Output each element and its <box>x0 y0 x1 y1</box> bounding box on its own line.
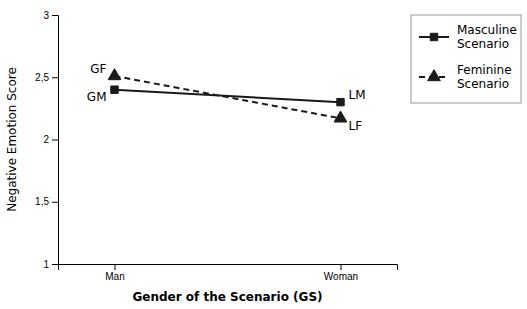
tick: 2 <box>43 134 58 145</box>
tick: Woman <box>324 264 358 282</box>
series-line <box>115 90 341 102</box>
point <box>108 69 121 80</box>
tick-mark <box>52 15 58 16</box>
tick: 1,5 <box>35 196 58 207</box>
annotation: GM <box>87 90 107 104</box>
point <box>111 86 118 93</box>
tick-label: 2 <box>43 134 49 145</box>
x-axis: Man Woman <box>59 264 398 282</box>
legend-item: FeminineScenario <box>419 63 512 91</box>
point <box>337 98 344 105</box>
legend-label: MasculineScenario <box>457 23 517 51</box>
legend-frame <box>411 15 521 103</box>
tick: Man <box>105 264 124 282</box>
legend-marker <box>430 33 437 40</box>
tick-mark <box>115 264 116 270</box>
tick: 3 <box>43 10 58 21</box>
chart: 1 1,5 2 2,5 3 Man Woman GF GM LM LF Negative Emotio… <box>0 0 527 309</box>
legend-item: MasculineScenario <box>419 23 517 51</box>
tick-mark <box>52 264 58 265</box>
x-axis-title: Gender of the Scenario (GS) <box>132 290 322 304</box>
annotation: LF <box>349 119 363 133</box>
tick-mark <box>341 264 342 270</box>
point <box>334 111 347 122</box>
tick-label: 1,5 <box>35 196 49 207</box>
tick-mark <box>52 202 58 203</box>
annotation: LM <box>349 88 366 102</box>
tick-label: 1 <box>43 259 49 270</box>
axis-line <box>52 16 59 265</box>
tick: 2,5 <box>35 72 58 83</box>
y-axis: 1 1,5 2 2,5 3 <box>35 10 58 270</box>
legend: MasculineScenario FeminineScenario <box>411 15 521 103</box>
legend-marker <box>428 70 441 81</box>
axis-line <box>59 265 398 271</box>
annotations: GF GM LM LF <box>87 62 366 133</box>
plot: 1 1,5 2 2,5 3 Man Woman GF GM LM LF <box>35 10 397 282</box>
tick-label: Man <box>105 271 124 282</box>
tick-label: 2,5 <box>35 72 49 83</box>
series-line <box>115 76 341 118</box>
tick-mark <box>52 140 58 141</box>
tick: 1 <box>43 259 58 270</box>
annotation: GF <box>90 62 106 76</box>
tick-label: Woman <box>324 271 358 282</box>
tick-label: 3 <box>43 10 49 21</box>
tick-mark <box>52 77 58 78</box>
legend-label: FeminineScenario <box>457 63 512 91</box>
marks <box>108 69 347 122</box>
y-axis-title: Negative Emotion Score <box>5 67 19 212</box>
